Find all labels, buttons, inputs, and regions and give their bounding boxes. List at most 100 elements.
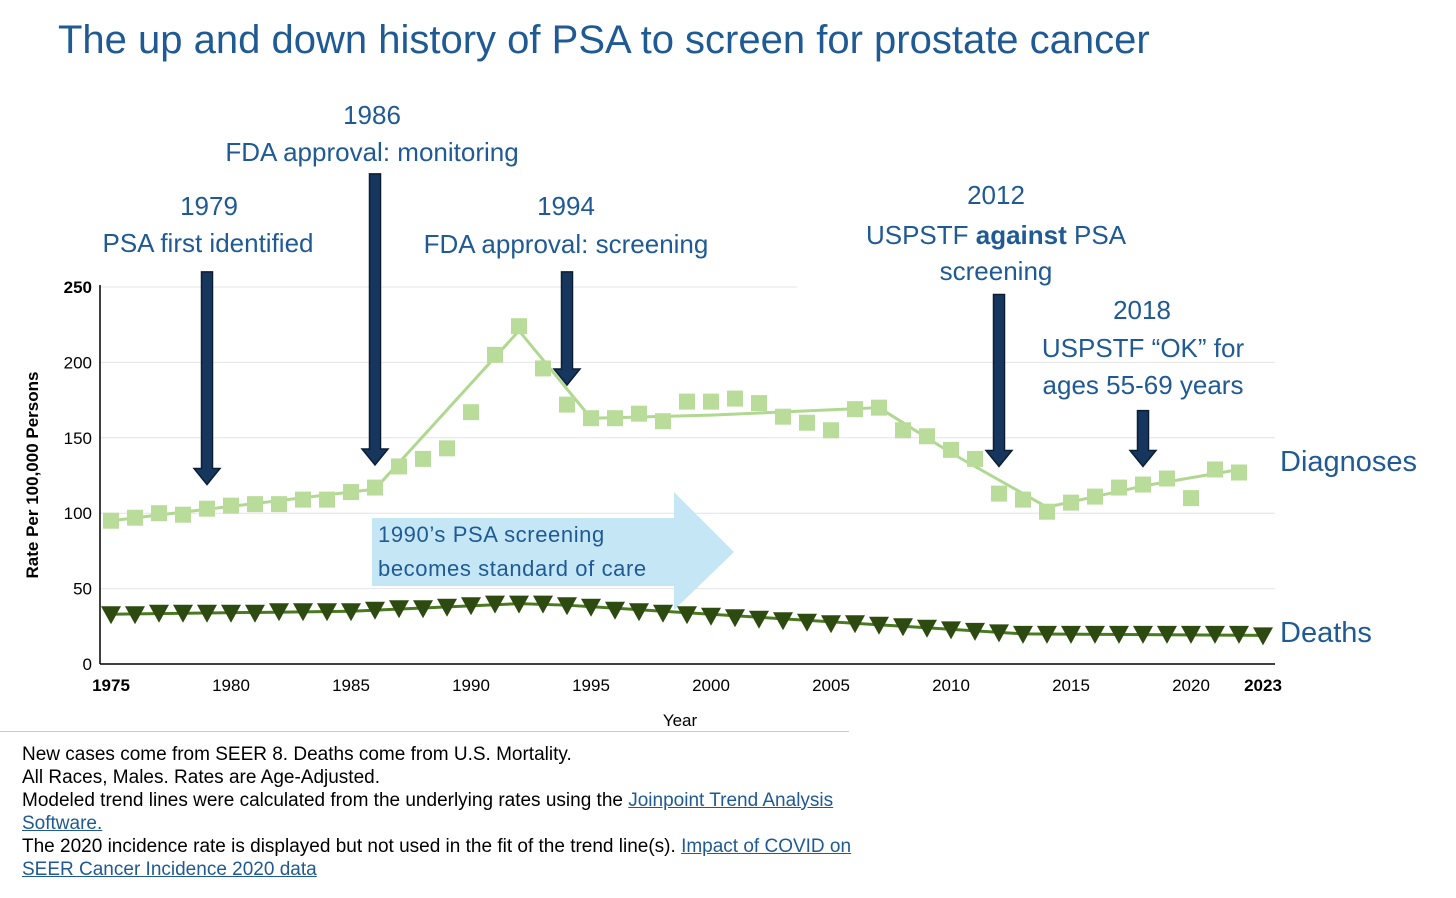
diagnoses-point-1990 <box>463 404 479 421</box>
diagnoses-point-1977 <box>151 505 167 522</box>
x-tick-label-1975: 1975 <box>92 676 130 695</box>
deaths-point-1997 <box>629 603 649 622</box>
era-box-arrow-shape <box>372 492 734 610</box>
joinpoint-link[interactable]: Joinpoint Trend Analysis Software. <box>22 790 834 834</box>
y-axis-label: Rate Per 100,000 Persons <box>23 372 42 579</box>
deaths-point-1982 <box>269 603 289 622</box>
x-tick-label-2010: 2010 <box>932 676 970 695</box>
deaths-point-2008 <box>893 618 913 637</box>
deaths-point-2001 <box>725 609 745 628</box>
y-tick-label-200: 200 <box>64 353 92 372</box>
x-tick-label-2000: 2000 <box>692 676 730 695</box>
diagnoses-point-2011 <box>967 450 983 467</box>
arrow-2018 <box>1128 409 1158 468</box>
diagnoses-point-2020 <box>1183 490 1199 507</box>
diagnoses-point-2014 <box>1039 503 1055 520</box>
diagnoses-point-2004 <box>799 414 815 431</box>
diagnoses-point-1999 <box>679 393 695 410</box>
x-tick-label-1990: 1990 <box>452 676 490 695</box>
diagnoses-point-2017 <box>1111 479 1127 496</box>
axes: 0 50 100 150 200 250 1975 1980 1985 1990 1995 2000 2… <box>64 278 1282 695</box>
deaths-point-2002 <box>749 610 769 629</box>
covid-impact-link[interactable]: Impact of COVID on SEER Cancer Incidence… <box>22 836 852 880</box>
deaths-point-1992 <box>509 595 529 614</box>
diagnoses-point-2021 <box>1207 461 1223 478</box>
deaths-point-2015 <box>1061 625 1081 644</box>
deaths-point-1995 <box>581 598 601 617</box>
diagnoses-point-2018 <box>1135 476 1151 493</box>
annotation-2012-text-line2: screening <box>939 256 1053 286</box>
deaths-point-1989 <box>437 598 457 617</box>
deaths-point-2018 <box>1133 625 1153 644</box>
x-axis-label: Year <box>663 711 698 730</box>
deaths-point-1988 <box>413 600 433 619</box>
y-tick-label-250: 250 <box>64 278 92 297</box>
deaths-point-2003 <box>773 612 793 631</box>
y-tick-label-0: 0 <box>83 655 92 674</box>
deaths-point-2005 <box>821 615 841 634</box>
deaths-point-1999 <box>677 606 697 625</box>
arrow-2012 <box>984 293 1014 468</box>
diagnoses-point-1980 <box>223 497 239 514</box>
diagnoses-point-1976 <box>127 509 143 526</box>
diagnoses-point-2002 <box>751 395 767 412</box>
annotation-2018-year: 2018 <box>1113 295 1171 325</box>
diagnoses-label: Diagnoses <box>1280 446 1418 478</box>
diagnoses-point-2008 <box>895 422 911 439</box>
deaths-point-2023 <box>1253 627 1273 646</box>
deaths-point-1981 <box>245 604 265 623</box>
diagnoses-point-2000 <box>703 393 719 410</box>
diagnoses-point-1995 <box>583 410 599 427</box>
annotation-1986-text: FDA approval: monitoring <box>225 137 519 167</box>
footer-line-3: Modeled trend lines were calculated from… <box>22 790 834 834</box>
diagnoses-point-2013 <box>1015 491 1031 508</box>
era-box-line1: 1990’s PSA screening <box>378 522 605 547</box>
deaths-point-2011 <box>965 622 985 641</box>
footer-notes: New cases come from SEER 8. Deaths come … <box>22 743 852 881</box>
x-tick-label-1985: 1985 <box>332 676 370 695</box>
x-tick-label-1995: 1995 <box>572 676 610 695</box>
arrow-1979 <box>192 271 222 486</box>
diagnoses-point-2003 <box>775 408 791 425</box>
deaths-point-2012 <box>989 624 1009 643</box>
deaths-point-2020 <box>1181 625 1201 644</box>
diagnoses-point-2012 <box>991 485 1007 502</box>
annotation-2012-year: 2012 <box>967 180 1025 210</box>
diagnoses-point-2015 <box>1063 494 1079 511</box>
diagnoses-point-2010 <box>943 441 959 458</box>
footer-line-4: The 2020 incidence rate is displayed but… <box>22 836 852 880</box>
diagnoses-point-1996 <box>607 410 623 427</box>
deaths-point-1984 <box>317 603 337 622</box>
y-tick-label-150: 150 <box>64 429 92 448</box>
era-box-text: 1990’s PSA screening becomes standard of… <box>378 518 647 586</box>
deaths-point-1978 <box>173 604 193 623</box>
deaths-point-2004 <box>797 613 817 632</box>
x-tick-label-2020: 2020 <box>1172 676 1210 695</box>
x-tick-label-1980: 1980 <box>212 676 250 695</box>
deaths-point-1985 <box>341 603 361 622</box>
deaths-point-1994 <box>557 597 577 616</box>
deaths-point-1980 <box>221 604 241 623</box>
diagnoses-point-2016 <box>1087 488 1103 505</box>
footer-line-1: New cases come from SEER 8. Deaths come … <box>22 744 572 765</box>
diagnoses-point-2009 <box>919 428 935 445</box>
y-tick-label-50: 50 <box>73 580 92 599</box>
diagnoses-point-1981 <box>247 496 263 513</box>
deaths-point-1979 <box>197 604 217 623</box>
diagnoses-point-1991 <box>487 346 503 363</box>
x-tick-label-2005: 2005 <box>812 676 850 695</box>
annotation-2012-text: USPSTF against PSA <box>865 220 1127 250</box>
diagnoses-point-2001 <box>727 390 743 407</box>
diagnoses-point-1986 <box>367 479 383 496</box>
deaths-point-1987 <box>389 600 409 619</box>
arrow-1994 <box>552 271 582 387</box>
deaths-point-1975 <box>101 606 121 625</box>
diagnoses-point-1993 <box>535 360 551 377</box>
diagnoses-point-2006 <box>847 401 863 418</box>
deaths-point-2022 <box>1229 625 1249 644</box>
data-markers <box>101 318 1273 646</box>
deaths-point-1976 <box>125 606 145 625</box>
diagnoses-point-2022 <box>1231 464 1247 481</box>
diagnoses-point-1979 <box>199 500 215 517</box>
diagnoses-point-1997 <box>631 405 647 422</box>
